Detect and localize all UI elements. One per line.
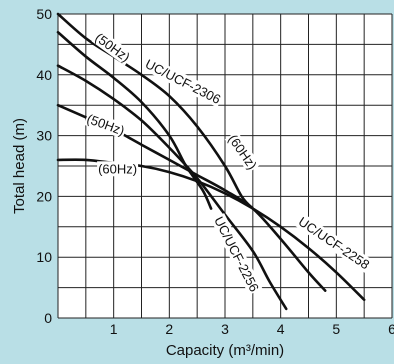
y-tick-labels: 0 10 20 30 40 50 <box>36 6 52 326</box>
annotation-backdrop <box>91 29 134 66</box>
annotation-backdrop <box>224 130 261 174</box>
x-tick-label: 6 <box>388 321 394 337</box>
x-axis-label: Capacity (m³/min) <box>166 342 284 359</box>
annotation-backdrop <box>294 213 374 273</box>
x-tick-label: 2 <box>165 321 173 337</box>
annotation-backdrop <box>210 213 263 296</box>
x-tick-labels: 1 2 3 4 5 6 <box>110 321 394 337</box>
y-tick-label: 10 <box>36 249 52 265</box>
annotation-backdrop <box>83 110 128 139</box>
series-line-3 <box>56 64 288 311</box>
series-line-2 <box>56 12 255 210</box>
series-line-1 <box>56 30 213 210</box>
x-tick-label: 5 <box>332 321 340 337</box>
y-tick-label: 20 <box>36 188 52 204</box>
y-tick-label: 30 <box>36 128 52 144</box>
x-tick-label: 1 <box>110 321 118 337</box>
x-tick-label: 3 <box>221 321 229 337</box>
annotation-backdrop <box>97 161 139 177</box>
annotation-backdrop <box>142 55 225 108</box>
y-axis-label: Total head (m) <box>11 118 28 214</box>
grid <box>57 13 393 319</box>
curve-annotation: (60Hz) <box>98 161 137 176</box>
y-tick-label: 50 <box>36 6 52 22</box>
y-tick-label: 40 <box>36 67 52 83</box>
y-tick-label: 0 <box>44 310 52 326</box>
x-tick-label: 4 <box>277 321 285 337</box>
